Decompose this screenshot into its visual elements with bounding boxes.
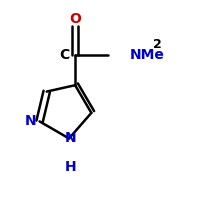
Text: N: N (65, 131, 77, 145)
Text: C: C (59, 48, 69, 62)
Text: O: O (69, 12, 81, 26)
Text: 2: 2 (153, 38, 161, 51)
Text: N: N (24, 114, 36, 128)
Text: H: H (65, 160, 77, 174)
Text: NMe: NMe (129, 48, 164, 62)
